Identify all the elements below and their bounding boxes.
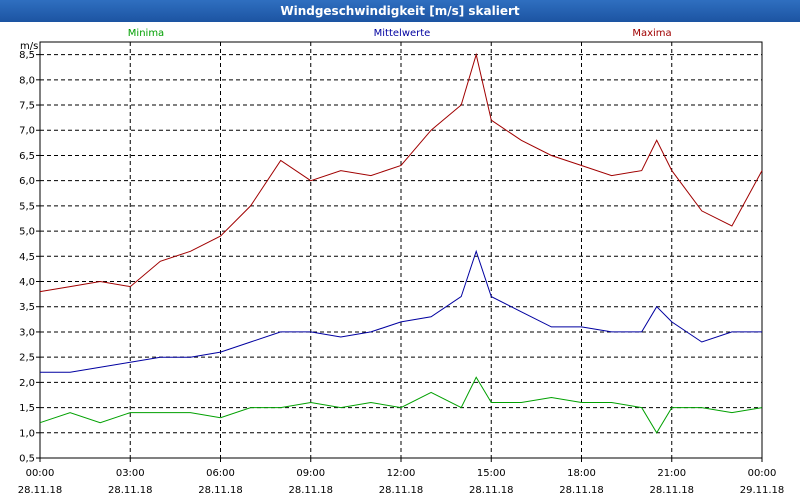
x-tick-date: 28.11.18 bbox=[288, 485, 333, 496]
x-tick-date: 28.11.18 bbox=[559, 485, 604, 496]
y-tick-label: 5,0 bbox=[19, 227, 35, 238]
x-tick-date: 28.11.18 bbox=[469, 485, 514, 496]
x-tick-time: 03:00 bbox=[116, 468, 145, 479]
x-tick-time: 18:00 bbox=[567, 468, 596, 479]
y-tick-label: 8,0 bbox=[19, 75, 35, 86]
x-tick-date: 28.11.18 bbox=[18, 485, 63, 496]
legend-mittelwerte: Mittelwerte bbox=[374, 28, 431, 39]
x-tick-time: 21:00 bbox=[657, 468, 686, 479]
x-tick-time: 12:00 bbox=[387, 468, 416, 479]
y-tick-label: 2,5 bbox=[19, 353, 35, 364]
y-tick-label: 0,5 bbox=[19, 454, 35, 465]
y-tick-label: 2,0 bbox=[19, 378, 35, 389]
y-tick-label: 5,5 bbox=[19, 201, 35, 212]
series-line-minima bbox=[39, 376, 763, 434]
chart-title: Windgeschwindigkeit [m/s] skaliert bbox=[0, 0, 800, 22]
y-tick-label: 8,5 bbox=[19, 50, 35, 61]
series-line-maxima bbox=[39, 52, 763, 293]
x-tick-date: 28.11.18 bbox=[649, 485, 694, 496]
x-tick-time: 15:00 bbox=[477, 468, 506, 479]
x-tick-date: 28.11.18 bbox=[198, 485, 243, 496]
series-line-mittelwerte bbox=[40, 249, 762, 373]
y-tick-label: 3,5 bbox=[19, 302, 35, 313]
y-tick-label: 1,0 bbox=[19, 428, 35, 439]
x-tick-date: 29.11.18 bbox=[740, 485, 785, 496]
x-tick-time: 00:00 bbox=[26, 468, 55, 479]
y-tick-label: 6,0 bbox=[19, 176, 35, 187]
x-tick-date: 28.11.18 bbox=[379, 485, 424, 496]
y-tick-label: 3,0 bbox=[19, 327, 35, 338]
y-tick-label: 4,5 bbox=[19, 252, 35, 263]
x-tick-date: 28.11.18 bbox=[108, 485, 153, 496]
y-tick-label: 1,5 bbox=[19, 403, 35, 414]
chart-canvas: m/s Minima Mittelwerte Maxima 0,5 1,0 1,5 2… bbox=[18, 28, 785, 496]
y-tick-label: 7,5 bbox=[19, 101, 35, 112]
x-tick-time: 06:00 bbox=[206, 468, 235, 479]
y-tick-label: 4,0 bbox=[19, 277, 35, 288]
y-tick-label: 7,0 bbox=[19, 126, 35, 137]
y-axis-label: m/s bbox=[20, 41, 38, 52]
legend-maxima: Maxima bbox=[632, 28, 671, 39]
x-tick-time: 09:00 bbox=[296, 468, 325, 479]
x-tick-time: 00:00 bbox=[748, 468, 777, 479]
y-tick-label: 6,5 bbox=[19, 151, 35, 162]
legend-minima: Minima bbox=[128, 28, 164, 39]
